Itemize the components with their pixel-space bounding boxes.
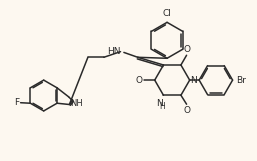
Text: F: F — [14, 98, 20, 107]
Text: O: O — [183, 106, 191, 115]
Text: N: N — [190, 76, 197, 85]
Text: NH: NH — [70, 99, 83, 108]
Text: O: O — [183, 45, 191, 54]
Text: HN: HN — [107, 47, 121, 56]
Text: O: O — [135, 76, 142, 85]
Text: Cl: Cl — [163, 9, 171, 18]
Text: Br: Br — [236, 76, 245, 85]
Text: N: N — [156, 99, 163, 108]
Text: H: H — [159, 102, 165, 111]
